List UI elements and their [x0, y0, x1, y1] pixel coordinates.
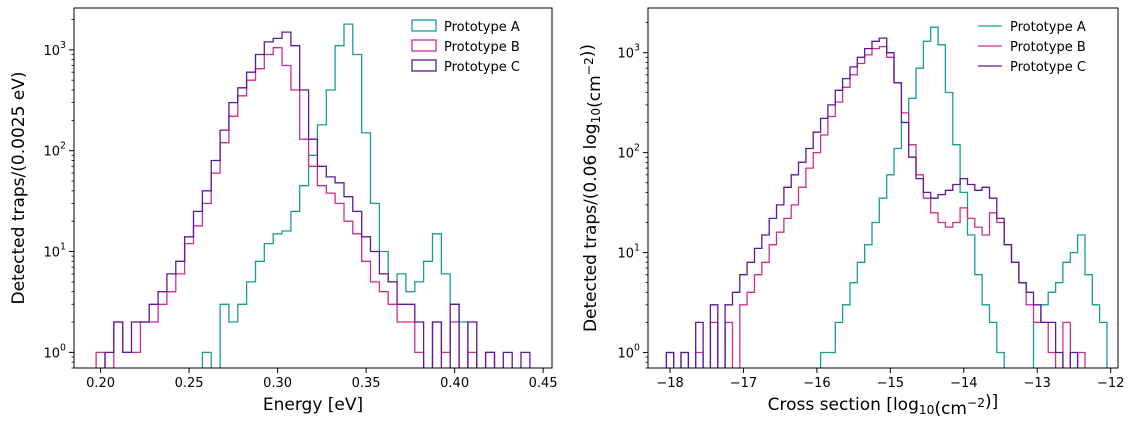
series-2-step-line	[665, 45, 1086, 368]
x-axis-label: Cross section [log10(cm−2)]	[768, 392, 999, 419]
legend-swatch	[411, 59, 437, 72]
series-1-step-line	[819, 26, 1108, 368]
legend: Prototype A Prototype B Prototype C	[411, 19, 520, 75]
y-tick-label: 103	[618, 43, 641, 62]
x-tick-label: −13	[1024, 376, 1051, 391]
series-3-step-line	[104, 31, 531, 368]
x-tick-label: −17	[730, 376, 757, 391]
axes-frame	[73, 7, 553, 369]
x-tick-label: −15	[877, 376, 904, 391]
y-axis-label: Detected traps/(0.0025 eV)	[9, 71, 29, 304]
x-tick-label: −18	[656, 376, 683, 391]
legend-swatch	[411, 19, 437, 32]
plot-area	[665, 26, 1108, 368]
axes-frame	[647, 7, 1119, 369]
x-axis-label: Energy [eV]	[263, 395, 363, 415]
x-tick-label: 0.40	[440, 376, 469, 391]
x-tick-label: −12	[1097, 376, 1124, 391]
legend-label: Prototype A	[444, 20, 520, 35]
series-3-step-line	[665, 37, 1079, 368]
legend-label: Prototype B	[1010, 40, 1086, 55]
legend-label: Prototype C	[444, 60, 520, 75]
y-tick-label: 102	[618, 143, 641, 162]
chart-panel-2: −18 −17 −16 −15 −14 −13 −12 100 101 102 103 Cross s…	[578, 7, 1124, 419]
series-1-step-line	[201, 23, 469, 368]
y-axis-label: Detected traps/(0.06 log10(cm−2))	[578, 44, 605, 332]
x-tick-label: 0.45	[529, 376, 558, 391]
x-tick-label: 0.35	[352, 376, 381, 391]
y-tick-label: 103	[44, 40, 67, 59]
legend-swatch	[411, 39, 437, 52]
x-tick-label: 0.20	[86, 376, 115, 391]
series-2-step-line	[95, 47, 496, 368]
legend: Prototype A Prototype B Prototype C	[978, 20, 1086, 75]
y-tick-label: 100	[618, 343, 641, 362]
x-tick-label: 0.25	[175, 376, 204, 391]
legend-label: Prototype C	[1010, 60, 1086, 75]
plot-area	[95, 23, 531, 368]
legend-label: Prototype B	[444, 40, 520, 55]
legend-label: Prototype A	[1010, 20, 1086, 35]
y-tick-label: 101	[44, 242, 67, 261]
x-tick-label: −16	[803, 376, 830, 391]
chart-panel-1: 0.20 0.25 0.30 0.35 0.40 0.45 100 101 102 103 Ener…	[9, 7, 558, 415]
y-tick-label: 101	[618, 243, 641, 262]
x-tick-label: 0.30	[263, 376, 292, 391]
y-tick-label: 100	[44, 342, 67, 361]
x-tick-label: −14	[950, 376, 977, 391]
y-tick-label: 102	[44, 141, 67, 160]
